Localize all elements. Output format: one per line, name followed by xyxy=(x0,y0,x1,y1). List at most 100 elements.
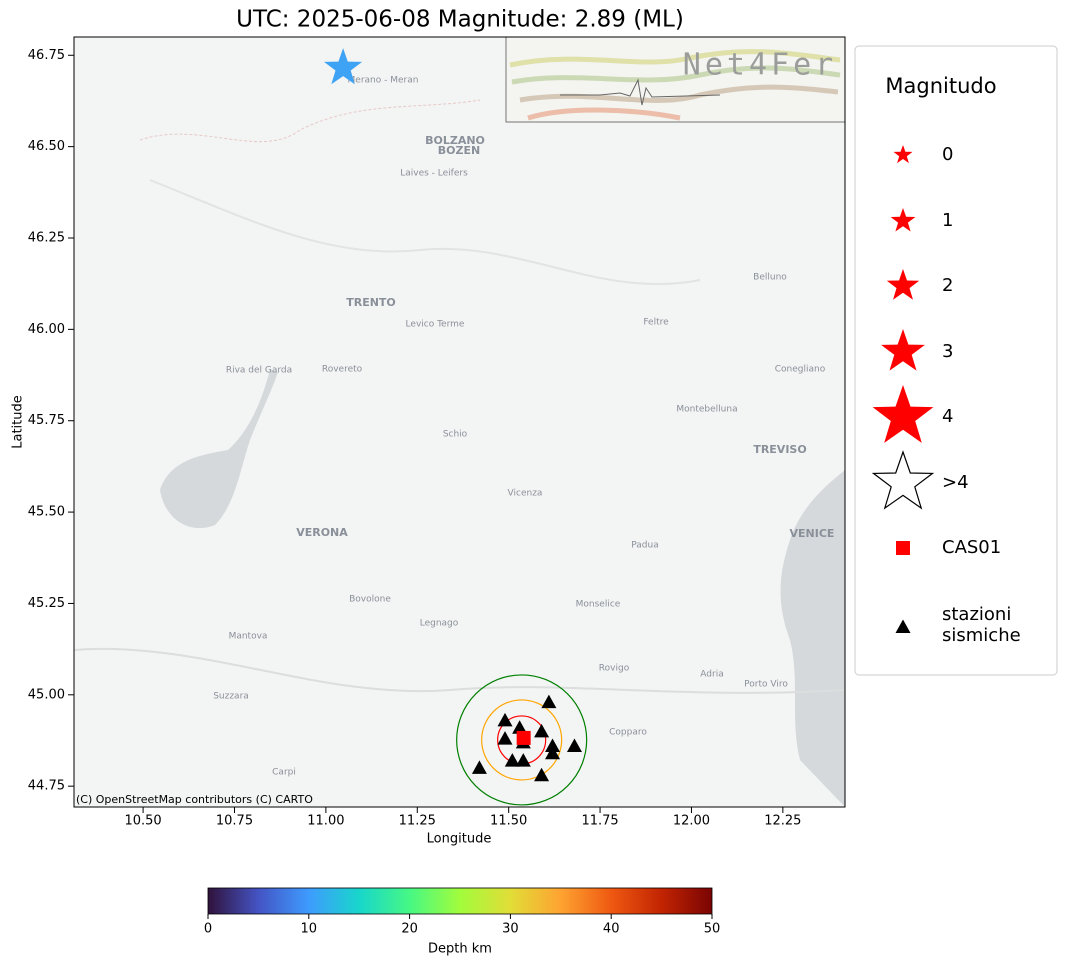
legend-star xyxy=(886,269,920,300)
colorbar-tick-label: 10 xyxy=(301,922,318,937)
attribution: (C) OpenStreetMap contributors (C) CARTO xyxy=(76,793,313,806)
river xyxy=(74,647,845,694)
x-tick-label: 10.50 xyxy=(124,814,161,829)
map-label: Montebelluna xyxy=(676,405,737,415)
map-label: Levico Terme xyxy=(406,320,465,330)
y-tick-label: 44.75 xyxy=(28,779,65,794)
map-label: Schio xyxy=(443,430,468,440)
colorbar-tick-label: 50 xyxy=(704,922,721,937)
map-label: VENICE xyxy=(790,527,835,540)
colorbar-label: Depth km xyxy=(428,942,492,957)
y-tick-label: 45.25 xyxy=(28,596,65,611)
map-label: Carpi xyxy=(272,768,296,778)
colorbar-tick-label: 0 xyxy=(204,922,212,937)
legend-box xyxy=(854,45,1058,676)
legend-label-line: sismiche xyxy=(942,625,1021,646)
x-tick-label: 11.50 xyxy=(490,814,527,829)
legend-star xyxy=(893,145,913,164)
legend-label: stazioni sismiche xyxy=(942,604,1021,646)
reference-station xyxy=(516,730,531,745)
station xyxy=(545,738,561,752)
y-axis-label: Latitude xyxy=(11,395,26,449)
x-tick-label: 10.75 xyxy=(216,814,253,829)
legend-star xyxy=(890,208,916,232)
chart-title: UTC: 2025-06-08 Magnitude: 2.89 (ML) xyxy=(236,7,684,33)
station xyxy=(566,738,582,752)
map-label: Mantova xyxy=(229,632,268,642)
x-axis-label: Longitude xyxy=(427,832,492,847)
legend-label: 0 xyxy=(942,144,953,165)
map-label: Rovigo xyxy=(599,664,630,674)
basemap xyxy=(74,37,845,807)
station xyxy=(515,753,531,767)
x-tick-label: 12.00 xyxy=(673,814,710,829)
y-tick-label: 45.00 xyxy=(28,687,65,702)
range-circle xyxy=(481,699,563,781)
map-label: Conegliano xyxy=(775,365,826,375)
x-tick-label: 11.75 xyxy=(581,814,618,829)
station xyxy=(504,753,520,767)
legend-star xyxy=(871,450,935,510)
map-label: Copparo xyxy=(609,728,647,738)
station xyxy=(545,745,561,760)
logo-wave xyxy=(527,107,681,121)
x-tick-label: 11.25 xyxy=(399,814,436,829)
map-label: Adria xyxy=(700,670,723,680)
legend-label: 4 xyxy=(942,406,953,427)
map-label: Suzzara xyxy=(213,692,249,702)
colorbar-tick-label: 30 xyxy=(502,922,519,937)
logo-wave xyxy=(509,49,841,68)
logo-wave xyxy=(511,65,841,85)
colorbar xyxy=(207,887,713,915)
colorbar-tick-label: 40 xyxy=(603,922,620,937)
map-label: Legnago xyxy=(420,619,459,629)
map-label: Merano - Meran xyxy=(348,76,419,86)
station xyxy=(512,720,528,734)
logo-seismogram xyxy=(560,78,721,106)
map-label: Vicenza xyxy=(508,489,543,499)
legend-star xyxy=(872,385,934,443)
legend-label: CAS01 xyxy=(942,537,1001,558)
legend-label: >4 xyxy=(942,472,969,493)
legend-star xyxy=(881,329,925,371)
map-label: BOLZANO xyxy=(425,134,485,147)
y-tick-label: 46.25 xyxy=(28,230,65,245)
legend-label: 1 xyxy=(942,210,953,231)
station xyxy=(541,694,557,709)
map-label: Riva del Garda xyxy=(226,366,292,376)
y-tick-label: 45.75 xyxy=(28,413,65,428)
land xyxy=(74,37,845,807)
legend-label: 3 xyxy=(942,341,953,362)
legend-label-line: stazioni xyxy=(942,604,1011,625)
range-circle xyxy=(456,674,588,806)
map-label: Padua xyxy=(631,541,658,551)
station xyxy=(497,712,513,727)
map-label: Rovereto xyxy=(322,365,363,375)
lake-garda xyxy=(160,370,278,529)
station xyxy=(534,767,550,782)
map-label: TREVISO xyxy=(753,443,806,456)
map-label: Porto Viro xyxy=(744,680,788,690)
border xyxy=(139,99,481,143)
map-label: Belluno xyxy=(753,273,787,283)
station xyxy=(471,760,487,774)
map-label: BOZEN xyxy=(438,144,480,157)
road xyxy=(149,179,701,286)
x-tick-label: 12.25 xyxy=(764,814,801,829)
station xyxy=(534,723,550,738)
colorbar-tick-label: 20 xyxy=(401,922,418,937)
map-label: Laives - Leifers xyxy=(400,169,468,179)
event-star xyxy=(324,48,363,85)
sea xyxy=(780,470,845,807)
legend-title: Magnitudo xyxy=(885,74,996,98)
y-tick-label: 45.50 xyxy=(28,505,65,520)
logo-wave xyxy=(519,84,839,103)
legend-label: 2 xyxy=(942,275,953,296)
station xyxy=(497,731,513,745)
map-label: VERONA xyxy=(296,526,348,539)
legend-triangle xyxy=(895,619,911,633)
plot-frame xyxy=(73,36,846,808)
